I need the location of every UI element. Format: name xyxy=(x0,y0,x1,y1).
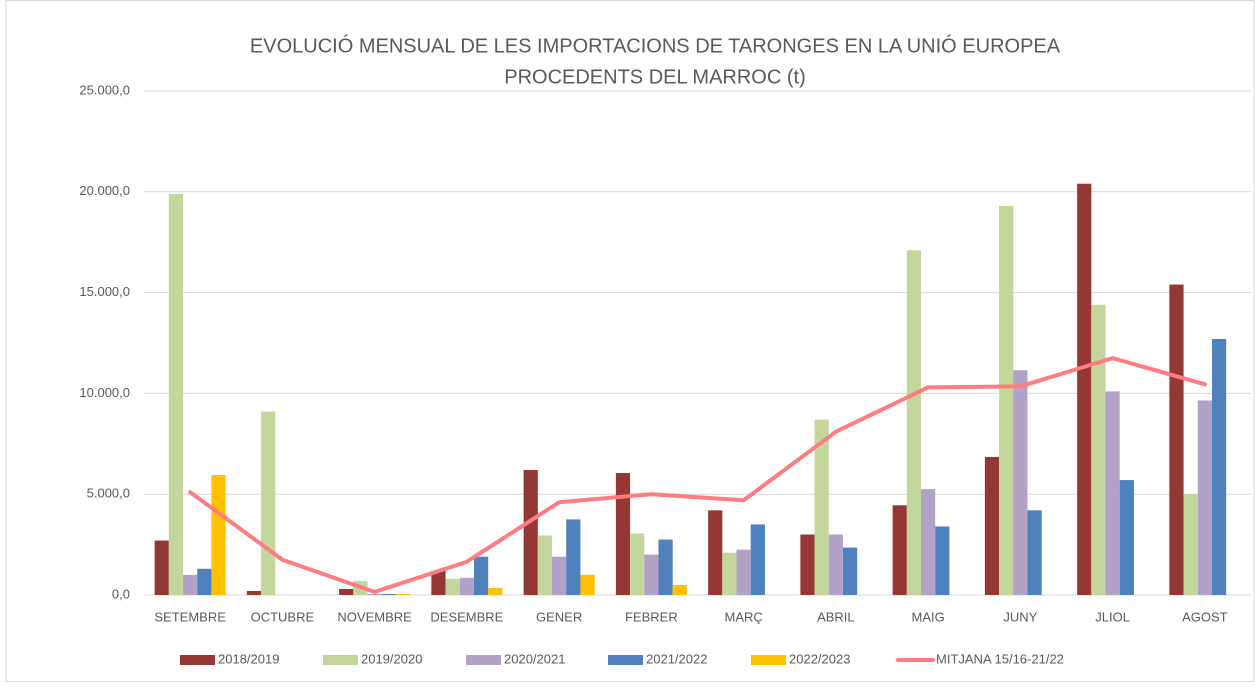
bar xyxy=(523,470,538,595)
legend-label: 2021/2022 xyxy=(646,651,707,666)
bar xyxy=(1091,304,1106,595)
bar xyxy=(580,574,595,595)
line-series xyxy=(188,356,1207,594)
bar xyxy=(473,556,489,595)
chart-title: PROCEDENTS DEL MARROC (t) xyxy=(504,66,806,88)
bar xyxy=(658,539,673,595)
bar xyxy=(906,250,922,596)
bar xyxy=(672,584,687,595)
bar xyxy=(921,489,936,595)
bar xyxy=(1169,284,1184,595)
bar xyxy=(445,578,460,595)
bar xyxy=(552,556,567,595)
legend-swatch xyxy=(751,655,786,665)
bar xyxy=(1105,391,1120,595)
bar xyxy=(984,456,1000,595)
x-tick-label: JUNY xyxy=(1003,609,1037,624)
bar xyxy=(892,505,907,595)
x-tick-label: NOVEMBRE xyxy=(337,609,412,624)
x-tick-label: DESEMBRE xyxy=(430,609,503,624)
bar xyxy=(168,193,184,596)
bar xyxy=(644,554,659,595)
x-tick-label: OCTUBRE xyxy=(251,609,315,624)
bar xyxy=(261,411,276,595)
bar xyxy=(381,593,396,595)
bar xyxy=(1183,494,1198,595)
bar xyxy=(1077,183,1092,595)
bar xyxy=(459,577,474,595)
x-tick-label: GENER xyxy=(536,609,582,624)
bar xyxy=(537,535,553,595)
bar xyxy=(999,205,1014,596)
chart-title: EVOLUCIÓ MENSUAL DE LES IMPORTACIONS DE … xyxy=(250,34,1061,57)
bar xyxy=(367,593,382,595)
bar xyxy=(708,510,723,595)
y-tick-label: 10.000,0 xyxy=(79,385,130,400)
bar xyxy=(1211,338,1227,595)
bar xyxy=(814,419,829,595)
bar xyxy=(630,533,645,595)
x-tick-label: AGOST xyxy=(1182,609,1228,624)
bar xyxy=(722,552,737,595)
bar xyxy=(395,593,411,595)
bar xyxy=(154,540,169,595)
legend-swatch xyxy=(608,655,643,665)
x-tick-label: SETEMBRE xyxy=(154,609,226,624)
y-tick-label: 25.000,0 xyxy=(79,82,130,97)
bar xyxy=(736,549,751,595)
bar xyxy=(1119,480,1134,595)
legend-label: 2022/2023 xyxy=(789,651,850,666)
x-tick-label: JLIOL xyxy=(1095,609,1130,624)
bar xyxy=(935,526,950,595)
bar xyxy=(1013,370,1028,595)
bar xyxy=(246,590,262,595)
bar xyxy=(1027,510,1042,595)
y-tick-label: 5.000,0 xyxy=(87,486,130,501)
bar xyxy=(339,588,354,595)
legend-swatch xyxy=(180,655,215,665)
y-tick-label: 15.000,0 xyxy=(79,284,130,299)
legend-swatch xyxy=(323,655,358,665)
bar xyxy=(488,587,503,595)
bar xyxy=(431,570,446,595)
bar xyxy=(828,534,843,595)
bar xyxy=(211,475,226,595)
legend-label: 2019/2020 xyxy=(361,651,422,666)
bar xyxy=(800,534,815,595)
x-tick-label: FEBRER xyxy=(625,609,678,624)
legend-label: 2018/2019 xyxy=(218,651,279,666)
legend-label: 2020/2021 xyxy=(504,651,565,666)
y-tick-label: 20.000,0 xyxy=(79,183,130,198)
bar xyxy=(750,524,765,595)
bar xyxy=(197,568,212,595)
bar xyxy=(842,547,858,595)
legend-label: MITJANA 15/16-21/22 xyxy=(936,651,1064,666)
x-tick-label: ABRIL xyxy=(817,609,855,624)
bar xyxy=(566,519,581,595)
bar xyxy=(1197,400,1212,595)
x-tick-label: MAIG xyxy=(912,609,945,624)
y-tick-label: 0,0 xyxy=(112,586,130,601)
legend-swatch xyxy=(466,655,501,665)
x-tick-label: MARÇ xyxy=(724,609,762,624)
bar xyxy=(183,574,198,595)
bar xyxy=(615,473,631,595)
